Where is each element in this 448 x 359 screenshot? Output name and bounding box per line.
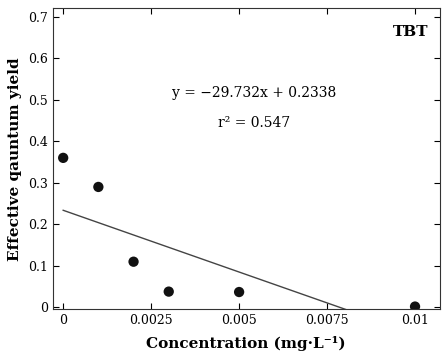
Point: [60, 155, 67, 161]
Point: [411, 304, 418, 309]
Text: TBT: TBT: [392, 25, 428, 39]
Point: [95, 184, 102, 190]
X-axis label: Concentration (mg·L⁻¹): Concentration (mg·L⁻¹): [146, 336, 346, 351]
Point: [236, 289, 243, 295]
Point: [130, 259, 137, 265]
Text: r² = 0.547: r² = 0.547: [218, 116, 290, 130]
Y-axis label: Effective qauntum yield: Effective qauntum yield: [9, 57, 22, 261]
Point: [165, 289, 172, 294]
Text: y = −29.732x + 0.2338: y = −29.732x + 0.2338: [172, 86, 336, 100]
